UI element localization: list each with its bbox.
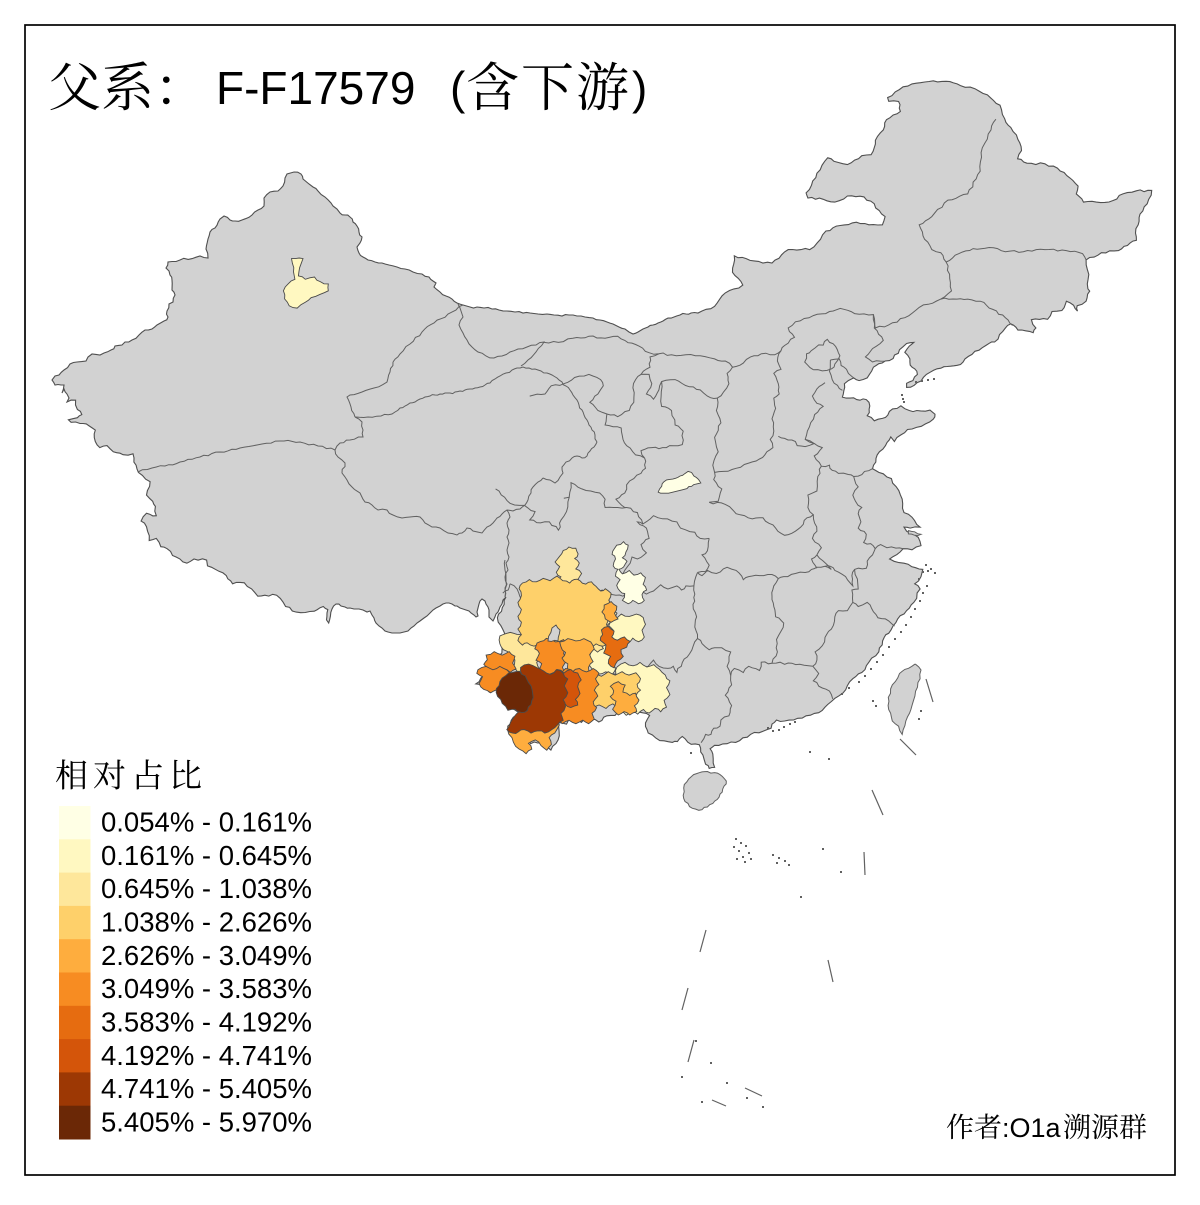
svg-text:3.049% - 3.583%: 3.049% - 3.583%: [101, 973, 312, 1004]
svg-text:2.626% - 3.049%: 2.626% - 3.049%: [101, 940, 312, 971]
svg-text:): ): [632, 62, 647, 114]
svg-text:F-F17579: F-F17579: [216, 62, 415, 114]
svg-text:(: (: [450, 62, 466, 114]
svg-text:1.038% - 2.626%: 1.038% - 2.626%: [101, 907, 312, 938]
svg-text:0.161% - 0.645%: 0.161% - 0.645%: [101, 840, 312, 871]
svg-text:4.192% - 4.741%: 4.192% - 4.741%: [101, 1040, 312, 1071]
svg-text:3.583% - 4.192%: 3.583% - 4.192%: [101, 1006, 312, 1037]
svg-text:0.054% - 0.161%: 0.054% - 0.161%: [101, 807, 312, 838]
svg-text:0.645% - 1.038%: 0.645% - 1.038%: [101, 873, 312, 904]
svg-text::O1a: :O1a: [1002, 1113, 1062, 1143]
svg-text:5.405% - 5.970%: 5.405% - 5.970%: [101, 1106, 312, 1137]
svg-text:4.741% - 5.405%: 4.741% - 5.405%: [101, 1073, 312, 1104]
